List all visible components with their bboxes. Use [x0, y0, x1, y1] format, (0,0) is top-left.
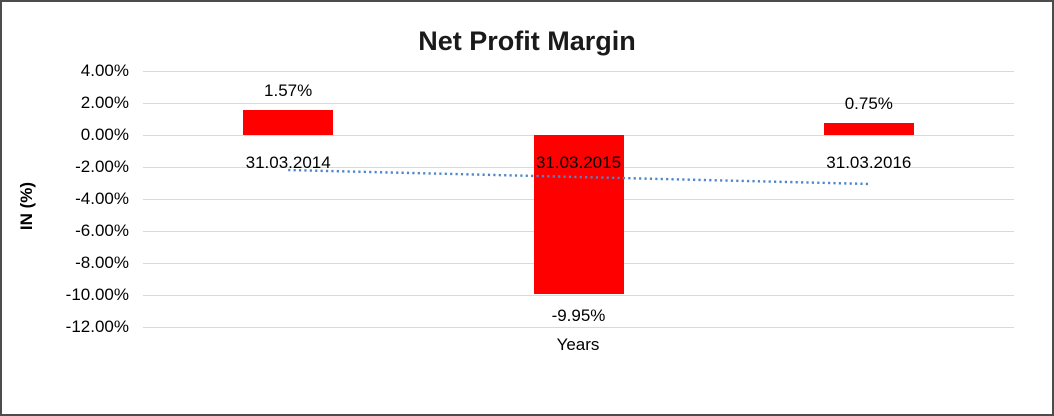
y-tick-label: -6.00% [75, 221, 129, 240]
plot-area: 1.57% -9.95% 0.75% 31.03.2014 31.03.2015 31.… [143, 70, 1014, 328]
y-tick-label: -2.00% [75, 157, 129, 176]
category-label: 31.03.2015 [535, 153, 622, 172]
data-label: 0.75% [844, 94, 893, 113]
data-label: 1.57% [264, 80, 313, 100]
y-tick-label: 4.00% [80, 61, 129, 80]
y-tick-label: 0.00% [80, 125, 129, 144]
data-label: -9.95% [551, 306, 606, 326]
category-label: 31.03.2014 [245, 153, 331, 172]
category-label: 31.03.2016 [826, 153, 912, 172]
y-tick-label: -10.00% [65, 285, 129, 304]
chart-title: Net Profit Margin [418, 26, 636, 56]
gridline [143, 326, 1014, 328]
gridline [143, 294, 1014, 296]
bar-31.03.2015 [533, 135, 624, 295]
bar-31.03.2016 [823, 123, 914, 135]
y-tick-label: -8.00% [75, 253, 129, 272]
gridline [143, 70, 1014, 72]
gridline [143, 102, 1014, 104]
y-tick-label: 2.00% [80, 93, 129, 112]
y-tick-label: -4.00% [75, 189, 129, 208]
y-tick-label: -12.00% [65, 317, 129, 336]
x-axis-title: Years [556, 335, 600, 354]
bar-31.03.2014 [243, 109, 334, 135]
